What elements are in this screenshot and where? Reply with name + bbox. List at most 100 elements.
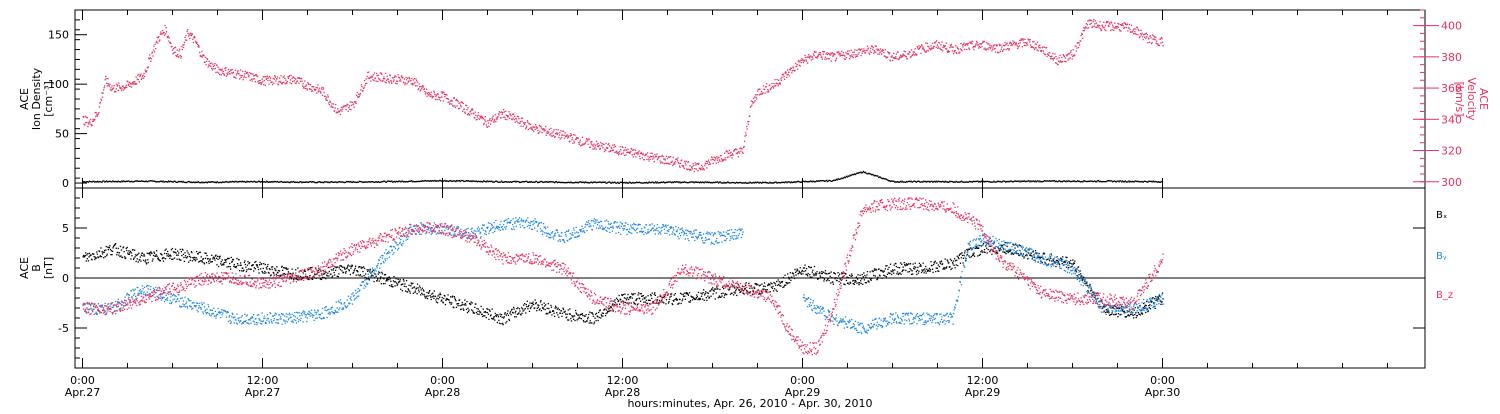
velocity-series-point [429,94,430,95]
b-series-bx-point [195,260,196,261]
velocity-series-point [305,86,306,87]
b-series-bx-point [793,275,794,276]
velocity-series-point [1095,20,1096,21]
velocity-series-point [263,84,264,85]
b-series-bx-point [416,288,417,289]
velocity-series-point [179,50,180,51]
b-series-bx-point [387,280,388,281]
b-series-bx-point [889,273,890,274]
velocity-series-point [164,25,165,26]
velocity-series-point [367,76,368,77]
b-series-bx-point [581,318,582,319]
velocity-series-point [601,145,602,146]
density-axis-label: ACEIon Density[cm⁻³] [18,67,55,130]
velocity-series-point [353,107,354,108]
b-series-bx-point [846,277,847,278]
velocity-series-point [840,53,841,54]
b-series-bx-point [234,264,235,265]
b-series-bx-point [623,294,624,295]
velocity-series-point [560,130,561,131]
velocity-series-point [992,49,993,50]
velocity-series-point [790,69,791,70]
velocity-series-point [276,78,277,79]
b-series-bx-point [447,294,448,295]
b-series-bx-point [394,285,395,286]
velocity-series-point [264,80,265,81]
b-series-bx-point [524,309,525,310]
b-series-bx-point [671,296,672,297]
b-series-bx-point [852,275,853,276]
b-series-bx-point [548,303,549,304]
velocity-series-point [914,52,915,53]
velocity-series-point [214,65,215,66]
velocity-series-point [1099,21,1100,22]
b-series-bx-point [912,270,913,271]
velocity-series-point [911,49,912,50]
b-series-bx-point [519,308,520,309]
velocity-series-point [887,57,888,58]
velocity-series-point [1016,43,1017,44]
b-series-bx-point [897,267,898,268]
b-series-bx-point [879,275,880,276]
b-series-bx-point [148,262,149,263]
velocity-series-point [304,80,305,81]
velocity-series-point [251,73,252,74]
b-series-bx-point [354,269,355,270]
velocity-series-point [327,94,328,95]
velocity-series-point [615,146,616,147]
velocity-series-point [395,83,396,84]
b-series-bx-point [924,268,925,269]
b-series-bx-point [701,296,702,297]
velocity-series-point [788,72,789,73]
velocity-series-point [408,81,409,82]
velocity-series-point [895,58,896,59]
velocity-series-point [941,41,942,42]
b-series-bx-point [523,305,524,306]
velocity-series-point [429,93,430,94]
b-series-bx-point [99,251,100,252]
velocity-series-point [502,112,503,113]
b-series-bx-point [106,246,107,247]
velocity-series-point [1004,42,1005,43]
velocity-series-point [1051,56,1052,57]
velocity-series-point [800,65,801,66]
velocity-series-point [104,85,105,86]
velocity-series-point [149,54,150,55]
velocity-series-point [1128,27,1129,28]
b-series-bx-point [726,294,727,295]
velocity-series-point [310,84,311,85]
velocity-series-point [498,114,499,115]
velocity-series-point [437,94,438,95]
velocity-series-point [1018,43,1019,44]
velocity-series-point [777,83,778,84]
velocity-series-point [186,40,187,41]
velocity-series-point [757,90,758,91]
velocity-series-point [274,79,275,80]
velocity-series-point [778,85,779,86]
velocity-series-point [288,78,289,79]
velocity-series-point [188,35,189,36]
velocity-series-point [328,102,329,103]
velocity-series-point [900,55,901,56]
velocity-series-point [1153,35,1154,36]
velocity-series-point [87,117,88,118]
b-series-bx-point [704,294,705,295]
velocity-series-point [88,122,89,123]
b-series-bx-point [459,299,460,300]
velocity-series-point [1134,28,1135,29]
velocity-series-point [415,85,416,86]
velocity-series-point [248,75,249,76]
b-series-bx-point [347,267,348,268]
velocity-series-point [394,77,395,78]
velocity-series-point [235,77,236,78]
velocity-series-point [924,49,925,50]
b-series-bx-point [483,309,484,310]
velocity-series-point [454,97,455,98]
b-series-bx-point [421,293,422,294]
b-series-bx-point [638,292,639,293]
velocity-series-point [818,55,819,56]
velocity-series-point [406,79,407,80]
b-series-bx-point [470,304,471,305]
velocity-series-point [627,149,628,150]
velocity-series-point [1091,23,1092,24]
